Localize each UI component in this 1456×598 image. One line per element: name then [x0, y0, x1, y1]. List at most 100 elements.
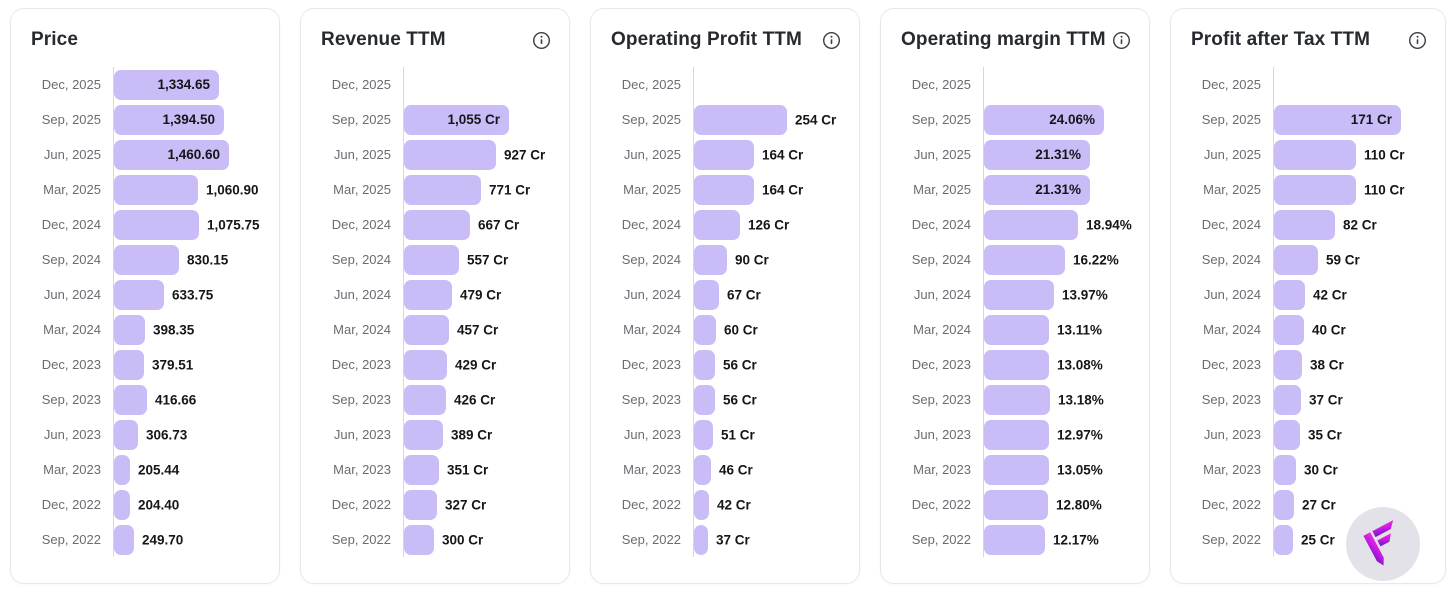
bar[interactable] [404, 139, 496, 170]
bar[interactable] [404, 314, 449, 345]
chart-row: Mar, 2023 205.44 [29, 452, 263, 487]
bar[interactable] [984, 279, 1054, 310]
category-label: Sep, 2022 [331, 532, 391, 547]
value-label: 164 Cr [762, 182, 804, 197]
bar[interactable] [1274, 209, 1335, 240]
bar[interactable] [404, 279, 452, 310]
bar[interactable] [404, 174, 481, 205]
plot-area: 300 Cr [403, 522, 553, 557]
bar[interactable] [114, 419, 138, 450]
bar[interactable] [404, 244, 459, 275]
value-label: 30 Cr [1304, 462, 1338, 477]
category-label: Dec, 2024 [41, 217, 101, 232]
bar[interactable] [694, 174, 754, 205]
bar[interactable] [114, 174, 198, 205]
bar[interactable] [694, 349, 715, 380]
bar[interactable] [1274, 244, 1318, 275]
bar[interactable] [694, 209, 740, 240]
value-label: 38 Cr [1310, 357, 1344, 372]
plot-area: 12.17% [983, 522, 1133, 557]
bar[interactable]: 21.31% [984, 174, 1090, 205]
bar[interactable] [1274, 314, 1304, 345]
plot-area: 37 Cr [693, 522, 843, 557]
info-icon[interactable] [821, 30, 841, 50]
bar[interactable] [984, 524, 1045, 555]
bar[interactable] [694, 314, 716, 345]
bar[interactable] [694, 244, 727, 275]
bar[interactable] [114, 349, 144, 380]
bar[interactable]: 24.06% [984, 104, 1104, 135]
value-label: 830.15 [187, 252, 229, 267]
category-label: Jun, 2023 [1203, 427, 1261, 442]
bar[interactable] [404, 384, 446, 415]
bar[interactable] [114, 454, 130, 485]
bar[interactable] [114, 524, 134, 555]
bar[interactable] [984, 454, 1049, 485]
category-label: Jun, 2024 [623, 287, 681, 302]
value-label: 13.11% [1057, 322, 1103, 337]
bar[interactable] [1274, 489, 1294, 520]
plot-area [693, 67, 843, 102]
panel-profit-after-tax-ttm: Profit after Tax TTM Dec, 2025 Sep, 2025 1… [1170, 8, 1446, 584]
category-label: Mar, 2023 [1203, 462, 1261, 477]
bar[interactable] [1274, 139, 1356, 170]
chart-row: Mar, 2024 60 Cr [609, 312, 843, 347]
bar[interactable]: 1,394.50 [114, 104, 224, 135]
bar[interactable] [694, 454, 711, 485]
bar[interactable]: 1,055 Cr [404, 104, 509, 135]
bar[interactable] [114, 209, 199, 240]
value-label: 12.17% [1053, 532, 1099, 547]
bar[interactable] [984, 244, 1065, 275]
bar[interactable] [694, 279, 719, 310]
bar[interactable] [114, 384, 147, 415]
bar[interactable] [984, 489, 1048, 520]
bar[interactable] [114, 279, 164, 310]
plot-area: 379.51 [113, 347, 263, 382]
bar[interactable] [984, 209, 1078, 240]
chart-row: Dec, 2023 13.08% [899, 347, 1133, 382]
bar[interactable] [984, 419, 1049, 450]
chart-row: Sep, 2023 56 Cr [609, 382, 843, 417]
bar[interactable] [1274, 419, 1300, 450]
plot-area: 16.22% [983, 242, 1133, 277]
info-icon[interactable] [1111, 30, 1131, 50]
bar[interactable] [694, 489, 709, 520]
bar[interactable] [694, 104, 787, 135]
info-icon[interactable] [1407, 30, 1427, 50]
bar[interactable] [984, 349, 1049, 380]
bar[interactable] [404, 209, 470, 240]
chart-row: Jun, 2025 110 Cr [1189, 137, 1429, 172]
plot-area: 35 Cr [1273, 417, 1429, 452]
bar[interactable] [694, 419, 713, 450]
value-label: 205.44 [138, 462, 180, 477]
bar[interactable] [1274, 349, 1302, 380]
bar[interactable] [1274, 384, 1301, 415]
bar[interactable] [404, 349, 447, 380]
category-label: Sep, 2023 [911, 392, 971, 407]
bar[interactable] [1274, 454, 1296, 485]
bar[interactable]: 171 Cr [1274, 104, 1401, 135]
bar[interactable] [404, 489, 437, 520]
bar[interactable] [404, 454, 439, 485]
bar[interactable]: 1,460.60 [114, 139, 229, 170]
info-icon[interactable] [531, 30, 551, 50]
value-label: 327 Cr [445, 497, 487, 512]
bar[interactable] [114, 244, 179, 275]
bar[interactable] [694, 139, 754, 170]
bar[interactable] [984, 314, 1049, 345]
plot-area: 1,460.60 [113, 137, 263, 172]
category-label: Sep, 2022 [621, 532, 681, 547]
bar[interactable] [1274, 174, 1356, 205]
bar[interactable] [1274, 524, 1293, 555]
bar[interactable]: 1,334.65 [114, 69, 219, 100]
bar[interactable] [404, 524, 434, 555]
bar[interactable]: 21.31% [984, 139, 1090, 170]
bar[interactable] [694, 524, 708, 555]
bar[interactable] [114, 314, 145, 345]
bar[interactable] [694, 384, 715, 415]
bar[interactable] [984, 384, 1050, 415]
bar[interactable] [1274, 279, 1305, 310]
plot-area: 56 Cr [693, 347, 843, 382]
bar[interactable] [114, 489, 130, 520]
bar[interactable] [404, 419, 443, 450]
